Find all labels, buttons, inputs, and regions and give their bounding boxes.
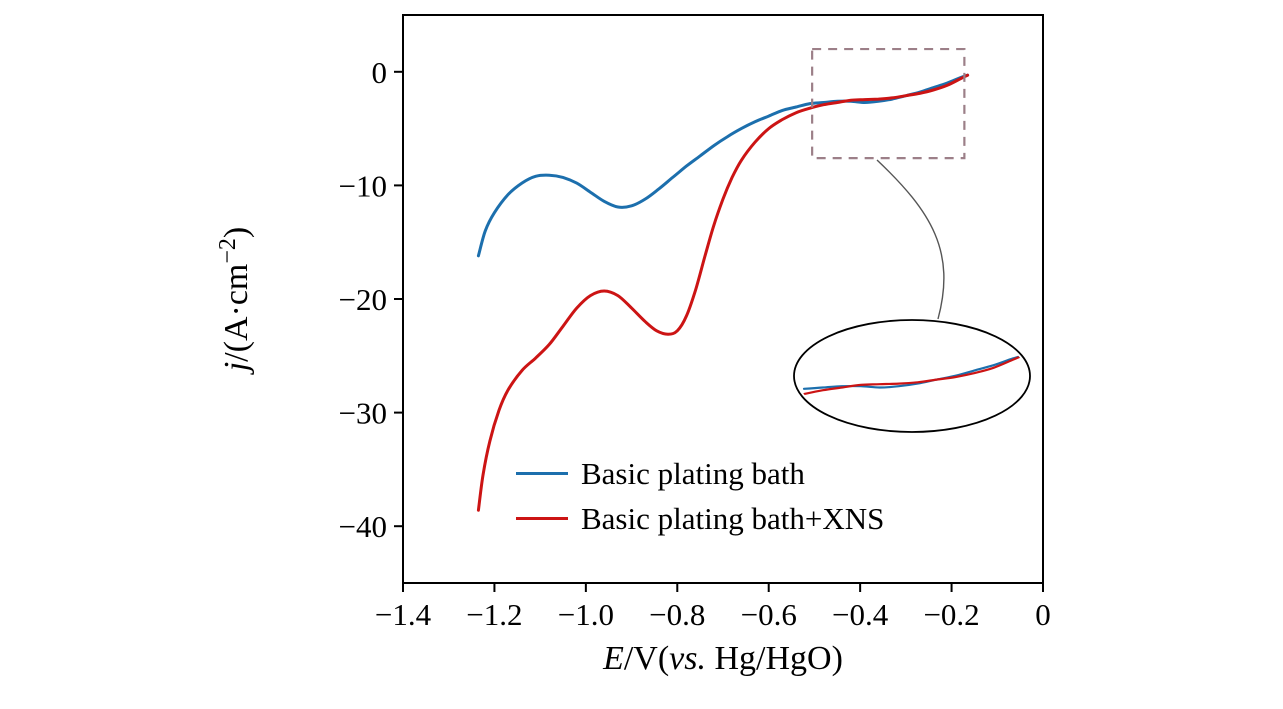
zoom-connector-line [876, 159, 945, 320]
y-tick-label: −10 [339, 168, 387, 203]
curve-basic-bath-xns [476, 73, 970, 512]
legend-item-basic-bath-xns: Basic plating bath+XNS [516, 496, 884, 541]
inset-curve-basic-bath-xns [802, 354, 1024, 396]
inset-curve-basic-bath [802, 354, 1024, 390]
x-tick-label: −0.2 [923, 597, 979, 632]
x-tick-label: −1.0 [558, 597, 614, 632]
curve-basic-bath [476, 73, 970, 258]
y-tick-label: 0 [372, 55, 388, 90]
legend-label-basic-bath: Basic plating bath [581, 456, 805, 491]
x-tick-label: −0.6 [741, 597, 797, 632]
x-tick-label: −1.2 [466, 597, 522, 632]
x-axis-label: E/V(vs. Hg/HgO) [602, 640, 843, 677]
x-tick-label: −0.8 [649, 597, 705, 632]
legend-line-sample-blue [516, 472, 568, 475]
legend-line-sample-red [516, 517, 568, 520]
y-tick-label: −30 [339, 396, 387, 431]
x-tick-label: −1.4 [375, 597, 432, 632]
zoom-highlight-box [811, 47, 966, 160]
legend: Basic plating bath Basic plating bath+XN… [516, 451, 884, 541]
x-tick-label: 0 [1035, 597, 1051, 632]
y-tick-label: −20 [339, 282, 387, 317]
x-tick-label: −0.4 [832, 597, 889, 632]
y-tick-label: −40 [339, 509, 387, 544]
y-axis-label: j/(A·cm−2) [215, 227, 255, 376]
zoom-inset-ellipse [793, 319, 1031, 433]
legend-label-basic-bath-xns: Basic plating bath+XNS [581, 501, 885, 536]
legend-item-basic-bath: Basic plating bath [516, 451, 884, 496]
